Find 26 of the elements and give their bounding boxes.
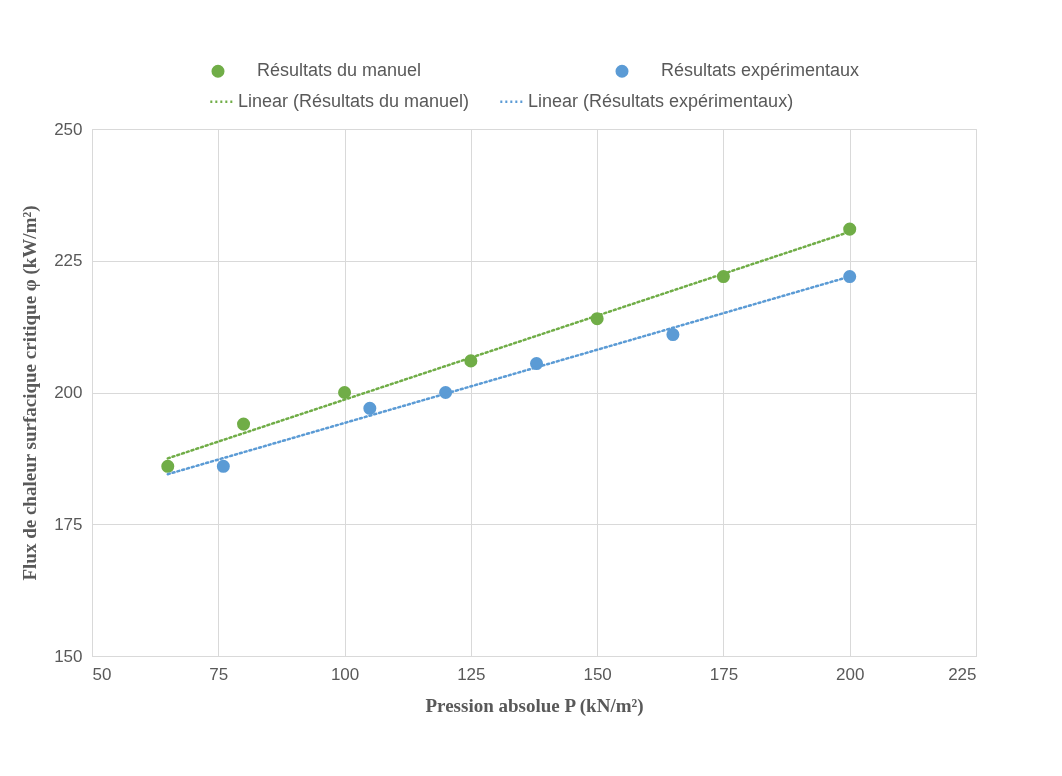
x-tick-label: 50 (92, 664, 112, 684)
x-tick-label: 75 (209, 664, 229, 684)
legend-label: Linear (Résultats expérimentaux) (528, 90, 794, 111)
y-tick-label: 250 (54, 119, 83, 139)
point (216, 459, 230, 473)
x-tick-label: 150 (583, 664, 612, 684)
point (161, 459, 175, 473)
legend-label: Linear (Résultats du manuel) (238, 90, 470, 111)
x-tick-label: 175 (709, 664, 739, 684)
point (666, 328, 680, 342)
x-axis-title: Pression absolue P (kN/m²) (425, 694, 644, 717)
y-tick-label: 200 (54, 383, 83, 402)
point (843, 222, 857, 236)
y-tick-label: 175 (54, 514, 83, 534)
point (237, 417, 251, 431)
legend-label: Résultats expérimentaux (661, 60, 860, 81)
x-tick-label: 225 (948, 664, 977, 684)
x-tick-label: 125 (457, 664, 486, 684)
y-tick-label: 150 (54, 646, 83, 666)
x-tick-label: 100 (330, 664, 360, 684)
x-tick-label: 200 (836, 664, 865, 684)
y-axis-title: Flux de chaleur surfacique critique φ (kW/m²) (19, 205, 42, 581)
point (338, 385, 352, 400)
point (363, 401, 377, 415)
y-tick-label: 225 (54, 251, 83, 271)
legend-label: Résultats du manuel (257, 60, 422, 81)
